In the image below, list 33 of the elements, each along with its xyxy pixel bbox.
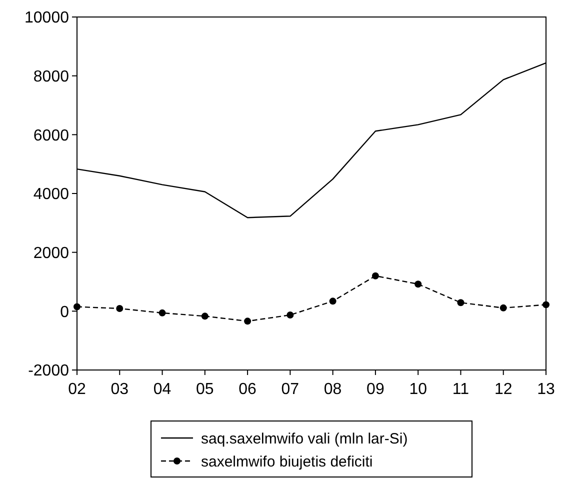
y-tick-label: 4000 <box>33 186 70 204</box>
x-tick-label: 05 <box>196 381 214 398</box>
x-tick-label: 04 <box>153 381 172 398</box>
point <box>244 318 252 325</box>
legend-label: saxelmwifo biujetis deficiti <box>201 453 373 470</box>
x-tick-label: 02 <box>68 381 86 398</box>
point <box>372 272 379 280</box>
point <box>329 298 336 305</box>
y-tick-label: 8000 <box>33 68 70 86</box>
x-tick-label: 06 <box>238 381 257 398</box>
x-tick-label: 08 <box>324 381 342 398</box>
legend-label: saq.saxelmwifo vali (mln lar-Si) <box>201 430 408 448</box>
y-tick-label: 0 <box>60 304 70 321</box>
y-tick-label: 2000 <box>33 244 70 262</box>
point <box>158 309 166 316</box>
point <box>286 311 294 318</box>
y-tick-label: 6000 <box>33 127 70 144</box>
point <box>542 301 550 308</box>
x-tick-label: 09 <box>366 381 384 398</box>
point <box>116 305 124 312</box>
x-tick-label: 10 <box>409 381 428 398</box>
point <box>457 299 464 306</box>
x-tick-label: 13 <box>537 381 555 398</box>
point <box>74 303 80 310</box>
point <box>201 312 208 320</box>
x-tick-label: 11 <box>452 381 470 398</box>
x-tick-label: 12 <box>494 381 512 398</box>
y-tick-label: 10000 <box>24 10 70 27</box>
point <box>500 304 507 312</box>
x-tick-label: 07 <box>281 381 300 398</box>
x-tick-label: 03 <box>110 381 129 398</box>
point <box>414 280 422 288</box>
y-tick-label: -2000 <box>28 362 70 380</box>
